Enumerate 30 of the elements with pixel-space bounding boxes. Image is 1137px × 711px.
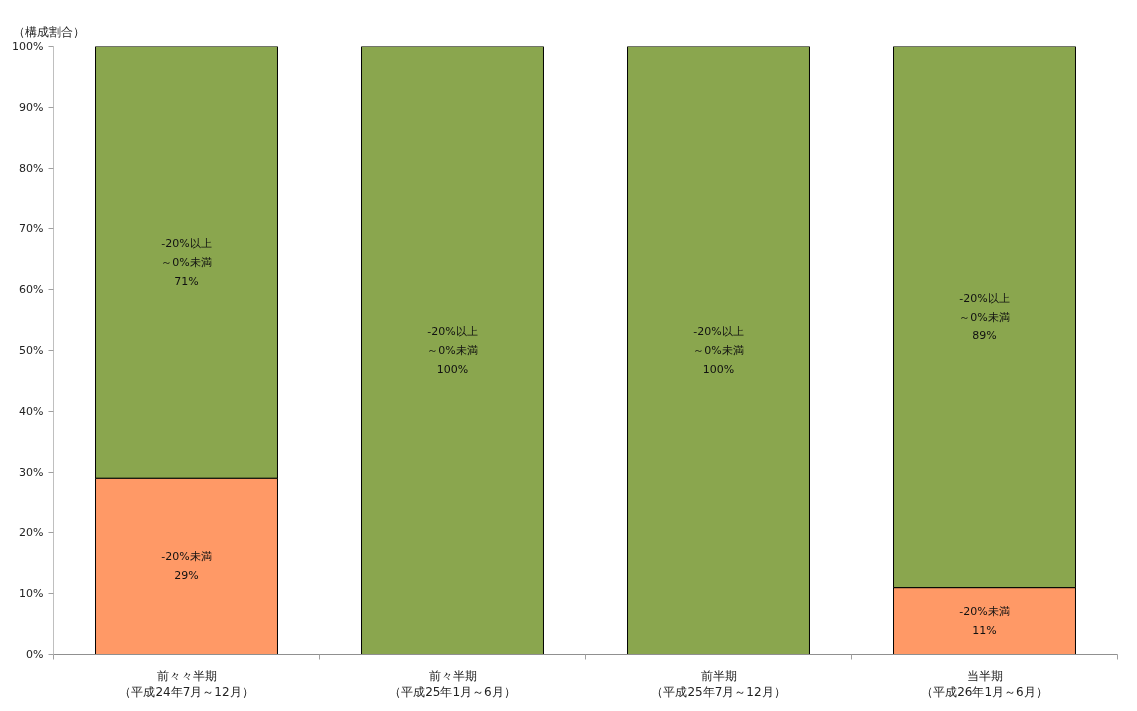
text: -20%以上～0%未満 [693, 325, 744, 357]
text: -20%未満 [161, 550, 212, 564]
data-label: 71% [174, 274, 199, 288]
bar [627, 46, 810, 655]
x-tick-label: 前々々半期（平成24年7月～12月） [119, 668, 254, 700]
data-label: 89% [972, 329, 997, 343]
bar [361, 46, 544, 655]
y-tick-label: 70% [19, 222, 44, 236]
y-tick-label: 30% [19, 465, 44, 479]
x-tick-label: 当半期（平成26年1月～6月） [921, 668, 1048, 700]
data-label: 100% [436, 362, 469, 376]
y-tick-label: 50% [19, 344, 44, 357]
y-tick-label: 40% [19, 404, 44, 418]
y-axis-title: （構成割合） [12, 24, 85, 39]
series-label: -20%以上～0%未満 [161, 236, 212, 269]
x-tick-label: 前半期（平成25年7月～12月） [651, 668, 786, 700]
text: -20%以上～0%未満 [427, 325, 478, 357]
series-label: -20%未満 [959, 605, 1010, 619]
x-tick-label: 前々半期（平成25年1月～6月） [389, 668, 516, 700]
data-label: 100% [702, 362, 735, 376]
y-tick-label: 90% [19, 100, 44, 114]
data-label: 11% [972, 623, 997, 637]
y-tick-label: 80% [19, 161, 44, 175]
y-tick-label: 10% [19, 587, 44, 601]
text: -20%以上～0%未満 [959, 291, 1010, 324]
data-label: 29% [174, 569, 199, 583]
y-tick-label: 20% [19, 526, 44, 540]
y-tick-label: 0% [26, 648, 44, 661]
y-tick-label: 100% [12, 40, 44, 53]
y-tick-label: 60% [19, 283, 44, 297]
